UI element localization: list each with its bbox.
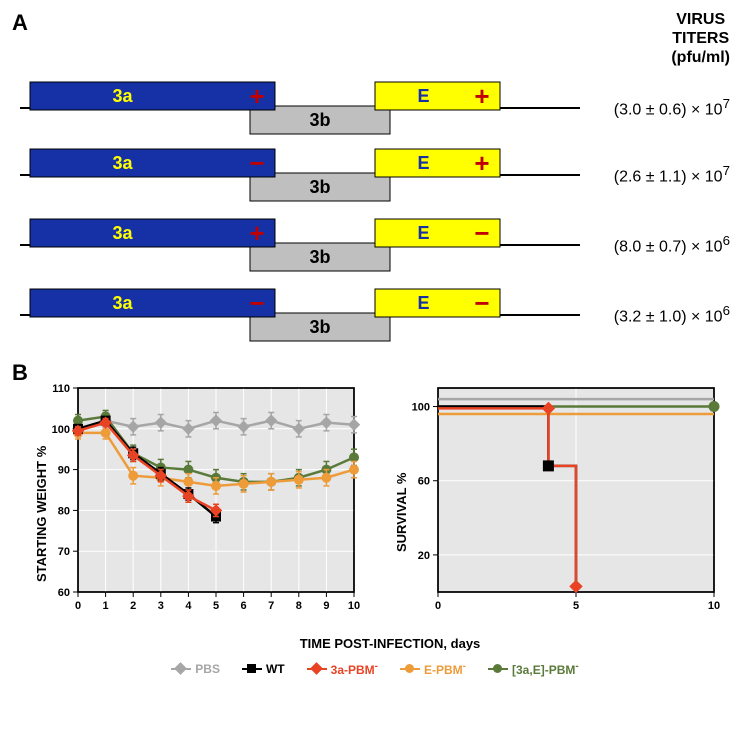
header-line1: VIRUS [671,10,730,29]
survival-svg: 0 5 10 20 60 100 [400,382,740,632]
schematic-row-0: 3a3bEPBMPBM++(3.0 ± 0.6) × 107 [20,78,730,138]
legend-swatch [488,668,508,670]
legend-swatch [242,668,262,670]
svg-text:1: 1 [103,600,109,612]
titer-value-1: (2.6 ± 1.1) × 107 [614,163,730,186]
svg-text:3b: 3b [309,177,330,197]
panel-b: B STARTING WEIGHT % 0 1 2 3 4 5 6 7 8 9 10 60 70 80 90… [10,360,740,690]
svg-text:10: 10 [348,600,360,612]
legend-label: PBS [195,662,220,676]
legend-label: WT [266,662,285,676]
svg-text:+: + [249,81,264,111]
svg-text:+: + [249,218,264,248]
legend-label: 3a-PBM- [331,661,378,677]
svg-text:4: 4 [185,600,192,612]
xlabel: TIME POST-INFECTION, days [40,636,740,651]
svg-text:3b: 3b [309,247,330,267]
svg-text:20: 20 [418,550,430,562]
schematic-row-2: 3a 3b E + − (8.0 ± 0.7) × 106 [20,215,730,275]
weight-chart: STARTING WEIGHT % 0123456789106070809010… [40,382,380,632]
legend-marker-icon [493,664,502,673]
svg-text:−: − [249,148,264,178]
legend-label: [3a,E]-PBM- [512,661,579,677]
svg-text:110: 110 [52,383,70,395]
legend-item-WT: WT [242,661,285,677]
legend-marker-icon [174,662,187,675]
legend-item-PBS: PBS [171,661,220,677]
svg-text:3b: 3b [309,110,330,130]
svg-text:3a: 3a [112,223,133,243]
legend-item-3aEPBM: [3a,E]-PBM- [488,661,579,677]
svg-text:E: E [417,153,429,173]
svg-text:70: 70 [58,546,70,558]
svg-text:3a: 3a [112,153,133,173]
survival-chart: SURVIVAL % 05102060100 [400,382,740,632]
legend-marker-icon [310,662,323,675]
panel-b-label: B [12,360,28,386]
svg-text:3a: 3a [112,86,133,106]
legend-marker-icon [405,664,414,673]
svg-text:60: 60 [418,476,430,488]
svg-text:E: E [417,86,429,106]
svg-text:6: 6 [241,600,247,612]
svg-text:100: 100 [412,402,430,414]
panel-a-label: A [12,10,28,36]
svg-text:0: 0 [435,600,441,612]
legend-item-EPBM: E-PBM- [400,661,466,677]
legend-swatch [307,668,327,670]
svg-text:−: − [474,218,489,248]
legend: PBS WT 3a-PBM- E-PBM- [3a,E]-PBM- [10,661,740,677]
schematic-row-3: 3a 3b E − − (3.2 ± 1.0) × 106 [20,285,730,345]
legend-item-3aPBM: 3a-PBM- [307,661,378,677]
svg-text:−: − [249,288,264,318]
weight-svg: 0 1 2 3 4 5 6 7 8 9 10 60 70 80 90 100 110 [40,382,380,632]
svg-text:3b: 3b [309,317,330,337]
survival-ylabel: SURVIVAL % [394,473,409,552]
legend-marker-icon [247,664,256,673]
svg-text:−: − [474,288,489,318]
svg-text:7: 7 [268,600,274,612]
weight-ylabel: STARTING WEIGHT % [34,446,49,582]
svg-text:5: 5 [213,600,219,612]
legend-label: E-PBM- [424,661,466,677]
svg-text:+: + [474,81,489,111]
titer-value-0: (3.0 ± 0.6) × 107 [614,96,730,119]
schematic-row-1: 3a 3b E − + (2.6 ± 1.1) × 107 [20,145,730,205]
svg-text:100: 100 [52,424,70,436]
header-line3: (pfu/ml) [671,48,730,67]
panel-a: A VIRUS TITERS (pfu/ml) 3a3bEPBMPBM++(3.… [10,10,740,360]
virus-titers-header: VIRUS TITERS (pfu/ml) [671,10,730,68]
svg-text:E: E [417,223,429,243]
svg-text:90: 90 [58,465,70,477]
svg-text:2: 2 [130,600,136,612]
legend-swatch [400,668,420,670]
svg-text:3: 3 [158,600,164,612]
svg-text:10: 10 [708,600,720,612]
svg-text:80: 80 [58,505,70,517]
svg-text:0: 0 [75,600,81,612]
svg-text:8: 8 [296,600,302,612]
titer-value-3: (3.2 ± 1.0) × 106 [614,303,730,326]
svg-text:+: + [474,148,489,178]
svg-text:60: 60 [58,587,70,599]
svg-text:3a: 3a [112,293,133,313]
svg-text:5: 5 [573,600,579,612]
svg-text:9: 9 [323,600,329,612]
svg-text:E: E [417,293,429,313]
legend-swatch [171,668,191,670]
titer-value-2: (8.0 ± 0.7) × 106 [614,233,730,256]
header-line2: TITERS [671,29,730,48]
